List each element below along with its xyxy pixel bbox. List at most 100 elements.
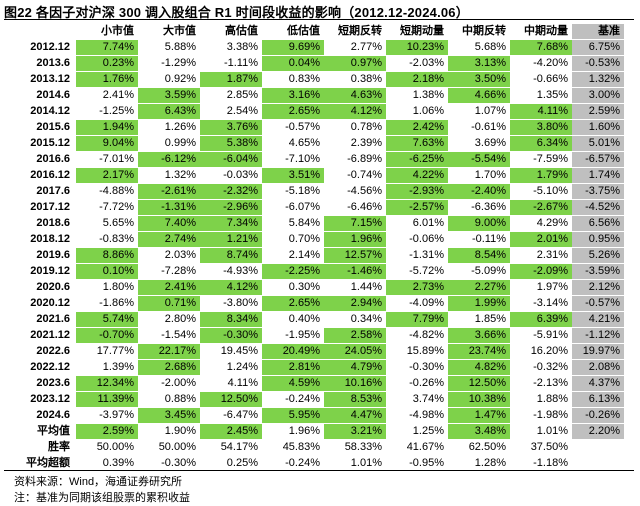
col-header: 短期反转 [338, 25, 382, 37]
value-cell: 41.67% [406, 441, 444, 453]
value-cell: 2.41% [102, 89, 134, 101]
value-cell: -4.93% [223, 265, 258, 277]
value-cell: -0.66% [533, 73, 568, 85]
returns-table: 小市值 大市值 高估值 低估值 短期反转 短期动量 中期反转 中期动量 基准 2… [4, 23, 624, 472]
value-cell: 0.97% [324, 56, 386, 71]
value-cell: 6.34% [510, 136, 572, 151]
value-cell: -0.24% [285, 457, 320, 469]
value-cell: 2.59% [76, 424, 138, 439]
value-cell: 16.20% [530, 345, 568, 357]
figure-title: 图22 各因子对沪深 300 调入股组合 R1 时间段收益的影响（2012.12… [4, 5, 469, 20]
value-cell: 4.22% [386, 168, 448, 183]
value-cell: 9.69% [262, 40, 324, 55]
value-cell: 1.79% [510, 168, 572, 183]
row-label: 2023.6 [36, 377, 70, 389]
row-label: 2023.12 [30, 393, 70, 405]
value-cell: 2.74% [138, 232, 200, 247]
value-cell: 9.00% [448, 216, 510, 231]
value-cell: 1.47% [448, 408, 510, 423]
benchmark-cell [572, 456, 624, 471]
value-cell: 4.12% [324, 104, 386, 119]
value-cell: 19.45% [220, 345, 258, 357]
col-header: 大市值 [163, 25, 196, 37]
value-cell: -2.61% [138, 184, 200, 199]
value-cell: 1.26% [164, 121, 196, 133]
benchmark-cell: 1.60% [572, 120, 624, 135]
row-label: 2021.12 [30, 329, 70, 341]
value-cell: 0.04% [262, 56, 324, 71]
value-cell: 2.54% [226, 105, 258, 117]
value-cell: -1.46% [324, 264, 386, 279]
value-cell: -5.54% [448, 152, 510, 167]
value-cell: 17.77% [96, 345, 134, 357]
row-label: 2024.6 [36, 409, 70, 421]
value-cell: 2.42% [386, 120, 448, 135]
benchmark-cell [572, 440, 624, 455]
value-cell: 7.79% [386, 312, 448, 327]
value-cell: 2.39% [350, 137, 382, 149]
value-cell: 2.73% [386, 280, 448, 295]
benchmark-cell: 4.21% [572, 312, 624, 327]
benchmark-cell: -4.52% [572, 200, 624, 215]
value-cell: 4.82% [448, 360, 510, 375]
benchmark-cell: -0.26% [572, 408, 624, 423]
benchmark-cell: -1.12% [572, 328, 624, 343]
value-cell: -0.24% [285, 393, 320, 405]
value-cell: -7.28% [161, 265, 196, 277]
value-cell: 50.00% [158, 441, 196, 453]
value-cell: 20.49% [262, 344, 324, 359]
table-row: 2024.6 -3.97% 3.45% -6.47% 5.95% 4.47% -4.98% 1… [4, 408, 624, 423]
table-row: 2021.12 -0.70% -1.54% -0.30% -1.95% 2.58% -4.8… [4, 328, 624, 343]
value-cell: 0.83% [288, 73, 320, 85]
benchmark-cell: -0.53% [572, 56, 624, 71]
benchmark-cell: 4.37% [572, 376, 624, 391]
value-cell: 1.80% [102, 281, 134, 293]
table-row: 2016.6 -7.01% -6.12% -6.04% -7.10% -6.89% -6.2… [4, 152, 624, 167]
value-cell: 4.11% [510, 104, 572, 119]
value-cell: 8.86% [76, 248, 138, 263]
value-cell: 0.99% [164, 137, 196, 149]
value-cell: 6.39% [510, 312, 572, 327]
value-cell: 1.88% [536, 393, 568, 405]
value-cell: 6.01% [412, 217, 444, 229]
value-cell: -5.72% [409, 265, 444, 277]
value-cell: 5.74% [76, 312, 138, 327]
value-cell: 2.81% [262, 360, 324, 375]
benchmark-cell: 19.97% [572, 344, 624, 359]
value-cell: 4.12% [200, 280, 262, 295]
value-cell: 4.11% [227, 377, 258, 389]
header-row: 小市值 大市值 高估值 低估值 短期反转 短期动量 中期反转 中期动量 基准 [4, 24, 624, 39]
value-cell: 1.90% [164, 425, 196, 437]
value-cell: -4.98% [409, 409, 444, 421]
value-cell: -2.25% [262, 264, 324, 279]
value-cell: 10.16% [324, 376, 386, 391]
value-cell: 0.38% [350, 73, 382, 85]
value-cell: 3.51% [262, 168, 324, 183]
value-cell: -1.86% [99, 297, 134, 309]
value-cell: -4.20% [533, 57, 568, 69]
benchmark-cell: 2.08% [572, 360, 624, 375]
value-cell: -0.30% [200, 328, 262, 343]
value-cell: 0.25% [226, 457, 258, 469]
value-cell: -2.40% [448, 184, 510, 199]
row-label: 2017.6 [36, 185, 70, 197]
value-cell: -0.74% [347, 169, 382, 181]
benchmark-cell: -3.59% [572, 264, 624, 279]
value-cell: 9.04% [76, 136, 138, 151]
notes: 资料来源：Wind，海通证券研究所 注：基准为同期该组股票的累积收益 [14, 474, 190, 506]
value-cell: -0.61% [471, 121, 506, 133]
value-cell: -2.09% [510, 264, 572, 279]
benchmark-cell: 1.74% [572, 168, 624, 183]
benchmark-cell: 2.59% [572, 104, 624, 119]
value-cell: 3.59% [138, 88, 200, 103]
col-header: 短期动量 [400, 25, 444, 37]
table-row: 2020.12 -1.86% 0.71% -3.80% 2.65% 2.94% -4.09%… [4, 296, 624, 311]
benchmark-cell: 2.20% [572, 424, 624, 439]
benchmark-cell: 1.32% [572, 72, 624, 87]
value-cell: -0.30% [409, 361, 444, 373]
row-label: 2016.12 [30, 169, 70, 181]
value-cell: 3.66% [448, 328, 510, 343]
value-cell: -0.32% [533, 361, 568, 373]
table-row: 2017.12 -7.72% -1.31% -2.96% -6.07% -6.46% -2.… [4, 200, 624, 215]
benchmark-cell: -6.57% [572, 152, 624, 167]
